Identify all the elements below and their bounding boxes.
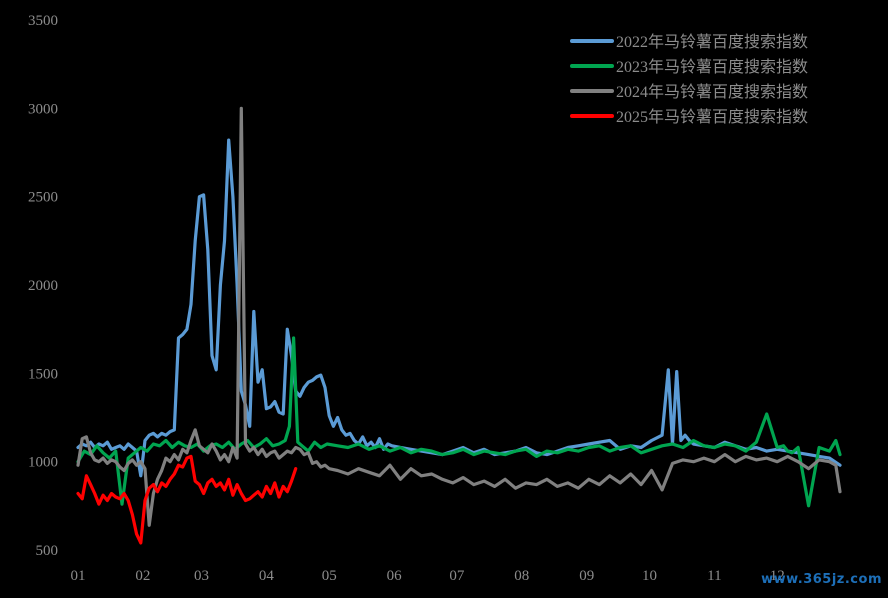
series-line-2022 [76, 138, 842, 478]
watermark-text: www.365jz.com [761, 572, 882, 587]
x-tick-label: 08 [514, 568, 529, 584]
y-tick-label: 3500 [28, 13, 58, 29]
x-tick-label: 02 [135, 568, 150, 584]
y-tick-label: 1000 [28, 455, 58, 471]
y-axis: 500 1000 1500 2000 2500 3000 3500 [28, 13, 58, 559]
series-layer [76, 106, 842, 545]
legend: 2022年马铃薯百度搜索指数 2023年马铃薯百度搜索指数 2024年马铃薯百度搜索… [570, 33, 808, 126]
legend-label: 2024年马铃薯百度搜索指数 [616, 83, 808, 101]
x-tick-label: 11 [707, 568, 721, 584]
x-tick-label: 01 [71, 568, 86, 584]
series-line-2025 [76, 454, 298, 545]
x-tick-label: 10 [642, 568, 657, 584]
legend-label: 2022年马铃薯百度搜索指数 [616, 33, 808, 51]
x-tick-label: 06 [387, 568, 403, 584]
legend-label: 2025年马铃薯百度搜索指数 [616, 108, 808, 126]
x-tick-label: 12 [770, 568, 785, 584]
x-tick-label: 07 [449, 568, 465, 584]
x-axis: 01 02 03 04 05 06 07 08 09 10 11 12 [71, 568, 785, 584]
y-tick-label: 2500 [28, 190, 58, 206]
y-tick-label: 3000 [28, 101, 58, 117]
x-tick-label: 04 [259, 568, 275, 584]
x-tick-label: 05 [322, 568, 337, 584]
y-tick-label: 500 [36, 543, 59, 559]
x-tick-label: 03 [194, 568, 209, 584]
series-line-2023 [76, 336, 842, 508]
x-tick-label: 09 [579, 568, 594, 584]
legend-label: 2023年马铃薯百度搜索指数 [616, 58, 808, 76]
y-tick-label: 2000 [28, 278, 58, 294]
y-tick-label: 1500 [28, 366, 58, 382]
